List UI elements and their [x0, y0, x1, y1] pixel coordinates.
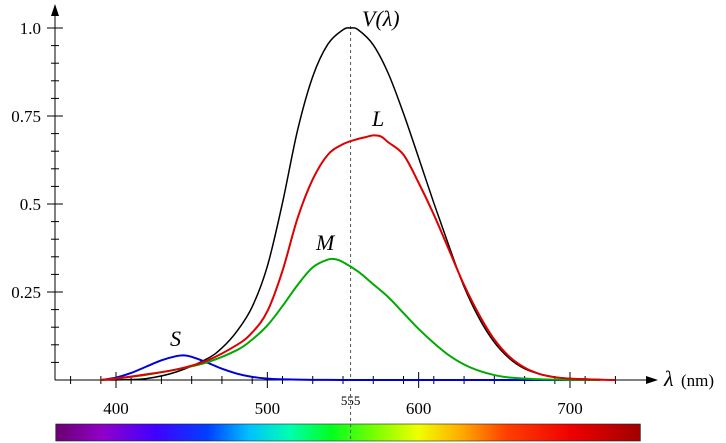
y-major-ticks: 0.25 0.5 0.75 1.0 [11, 19, 63, 302]
x-tick-label: 700 [557, 399, 583, 418]
x-axis-label-unit: (nm) [681, 371, 714, 390]
x-tick-label: 600 [406, 399, 432, 418]
y-axis-arrow [51, 4, 59, 16]
x-tick-label: 400 [103, 399, 129, 418]
y-tick-label: 0.25 [11, 283, 41, 302]
series-line-m [100, 257, 601, 381]
series-label-s: S [170, 326, 181, 351]
y-tick-label: 0.5 [20, 195, 41, 214]
x-tick-label: 500 [255, 399, 281, 418]
y-tick-label: 0.75 [11, 107, 41, 126]
x-axis-label-symbol: λ [663, 366, 674, 391]
series-line-s [100, 354, 601, 382]
x-major-ticks: 400 500 600 700 [103, 372, 583, 418]
x-axis-arrow [646, 376, 658, 384]
series-label-v-lambda: V(λ) [362, 6, 400, 31]
series-label-m: M [315, 230, 336, 255]
spectrum-bar [55, 423, 641, 442]
series-label-l: L [371, 106, 384, 131]
y-minor-ticks [51, 45, 59, 363]
y-tick-label: 1.0 [20, 19, 41, 38]
series-line-l [100, 134, 616, 381]
